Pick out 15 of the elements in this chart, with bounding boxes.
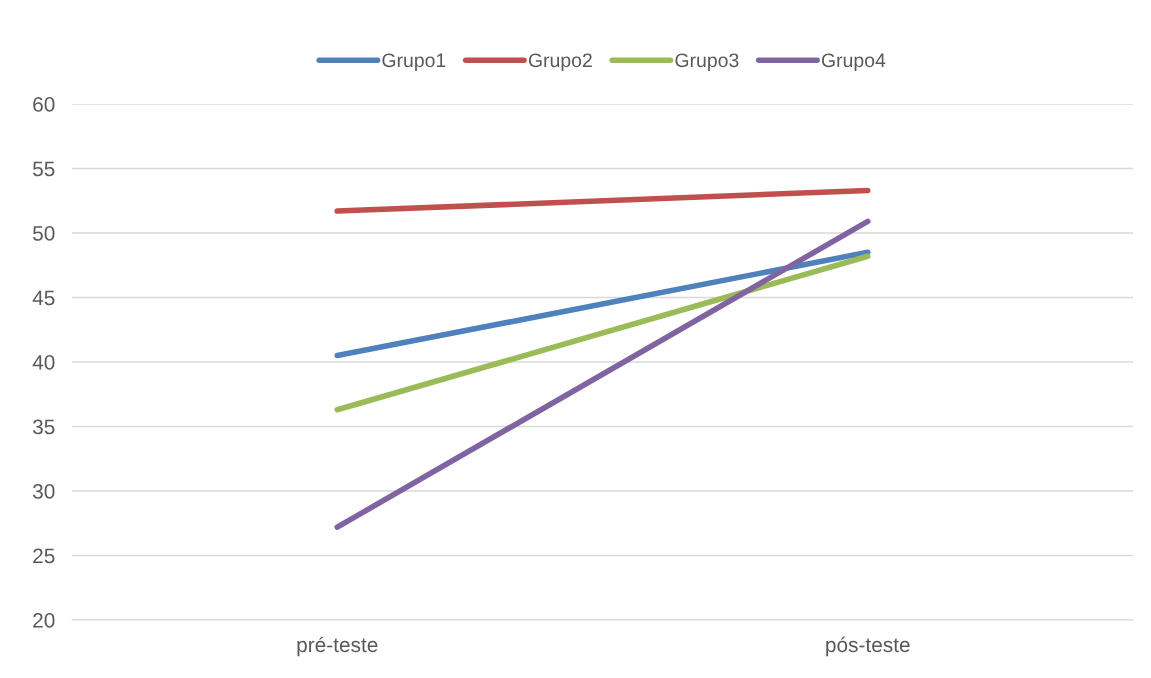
y-tick-label: 35 (32, 419, 55, 435)
y-tick-label: 55 (33, 161, 55, 177)
x-tick-label: pré-teste (297, 636, 378, 657)
y-tick-label: 30 (32, 484, 55, 499)
legend-label: Grupo4 (821, 53, 886, 72)
legend-label: Grupo3 (675, 53, 739, 72)
legend-label: Grupo1 (382, 53, 446, 72)
y-tick-label: 50 (33, 226, 55, 241)
legend-label: Grupo2 (528, 53, 592, 72)
y-tick-label: 40 (32, 355, 55, 370)
y-tick-label: 45 (32, 290, 55, 306)
x-tick-label: pós-teste (826, 636, 910, 657)
y-tick-label: 25 (33, 548, 55, 564)
y-tick-label: 20 (33, 613, 55, 628)
y-tick-label: 60 (33, 97, 55, 112)
